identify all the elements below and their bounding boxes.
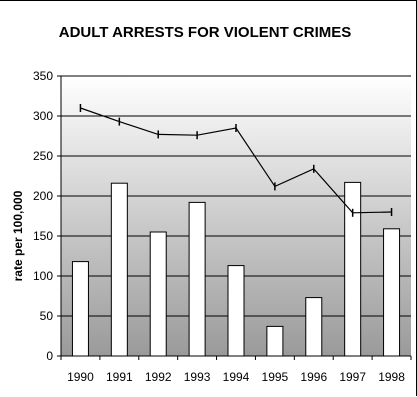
x-tick-label-1996: 1996 xyxy=(300,370,327,384)
x-tick-label-1997: 1997 xyxy=(339,370,366,384)
x-tick-label-1998: 1998 xyxy=(378,370,405,384)
y-tick-label: 50 xyxy=(40,309,54,323)
y-tick-label: 300 xyxy=(33,109,53,123)
y-tick-label: 200 xyxy=(33,189,53,203)
bar-1997 xyxy=(344,181,362,357)
y-tick-label: 250 xyxy=(33,149,53,163)
x-tick-label-1995: 1995 xyxy=(262,370,289,384)
y-tick-label: 0 xyxy=(46,349,53,363)
y-axis-title: rate per 100,000 xyxy=(11,190,25,281)
x-tick-label-1991: 1991 xyxy=(106,370,133,384)
x-tick-label-1990: 1990 xyxy=(67,370,94,384)
x-tick-label-1994: 1994 xyxy=(223,370,250,384)
x-tick-label-1992: 1992 xyxy=(145,370,172,384)
y-tick-label: 150 xyxy=(33,229,53,243)
bar-1991 xyxy=(110,182,128,357)
y-tick-label: 100 xyxy=(33,269,53,283)
bar-1993 xyxy=(188,201,206,357)
bar-1990 xyxy=(71,261,89,357)
bar-1994 xyxy=(227,265,245,357)
bar-1995 xyxy=(266,325,284,357)
chart-title: ADULT ARRESTS FOR VIOLENT CRIMES xyxy=(58,24,352,41)
y-tick-label: 350 xyxy=(33,69,53,83)
bar-1992 xyxy=(149,231,167,357)
x-tick-label-1993: 1993 xyxy=(184,370,211,384)
bar-1996 xyxy=(305,297,323,357)
bar-1998 xyxy=(383,228,401,357)
